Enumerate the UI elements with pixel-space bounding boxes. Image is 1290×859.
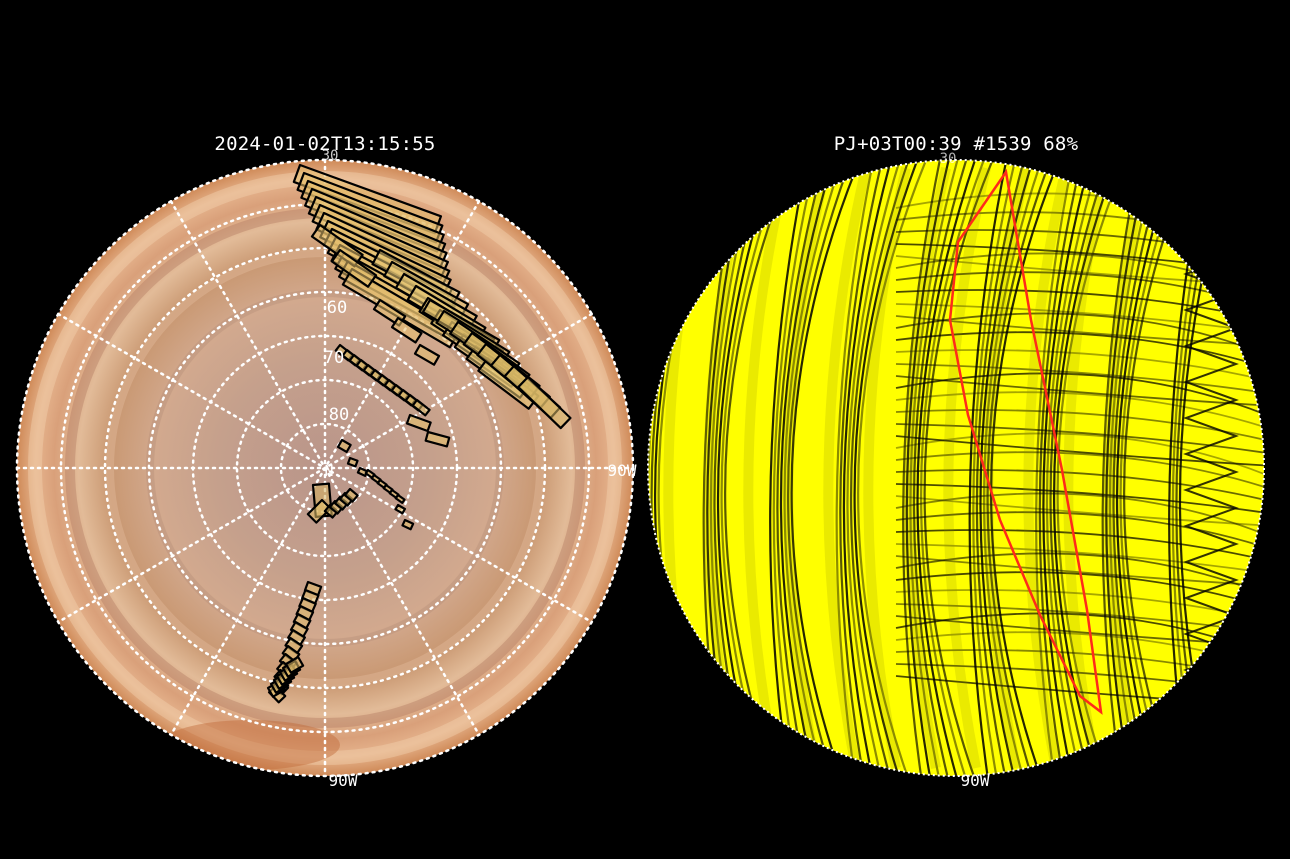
coverage-outline (647, 159, 1265, 777)
lon-label-bottom: 90W (329, 771, 358, 790)
coverage-arc (1101, 160, 1145, 776)
coverage-shade (1063, 166, 1111, 769)
coverage-bottom-label: 90W (961, 771, 990, 790)
coverage-shade (863, 166, 911, 769)
coverage-arc (895, 363, 1264, 395)
coverage-arc (920, 160, 993, 776)
observation-footprints (266, 163, 572, 704)
coverage-arc (895, 492, 1264, 539)
footprint-tile (343, 487, 359, 503)
coverage-shade (823, 166, 871, 769)
coverage-arc (783, 160, 851, 776)
coverage-arc (776, 160, 832, 776)
coverage-shade (743, 166, 791, 769)
pole-label: N (324, 462, 333, 480)
footprint-tile (424, 430, 451, 448)
coverage-arc (895, 435, 1264, 467)
footprint-tile (411, 398, 431, 417)
coverage-arc (895, 349, 1264, 383)
coverage-arc (895, 451, 1264, 491)
coverage-arc (787, 160, 860, 776)
coverage-top-label: 30 (940, 151, 957, 167)
coverage-shade (983, 166, 1031, 769)
coverage-arc (895, 372, 1264, 419)
coverage-arc (835, 160, 879, 776)
coverage-arc (769, 160, 813, 776)
left-panel-title: 2024-01-02T13:15:55 (214, 133, 436, 155)
coverage-arc (849, 160, 917, 776)
coverage-arc (895, 432, 1264, 479)
footprint-tile (346, 456, 359, 468)
coverage-arc (857, 160, 936, 776)
current-footprint-highlight (948, 168, 1103, 715)
coverage-arc (1053, 160, 1126, 776)
right-panel-title: PJ+03T00:39 #1539 68% (833, 133, 1079, 155)
footprint-tile (284, 655, 305, 674)
coverage-arc (895, 511, 1264, 551)
coverage-arc (895, 423, 1264, 455)
lat-label-80: 80 (329, 405, 349, 425)
coverage-arc (895, 331, 1264, 371)
coverage-arc (895, 391, 1264, 431)
coverage-arc (790, 160, 870, 776)
footprint-tile (401, 518, 415, 531)
footprint-tile (336, 438, 352, 454)
coverage-arc (895, 483, 1264, 515)
footprint-tile (394, 503, 407, 515)
coverage-shade (903, 166, 951, 769)
coverage-arc (979, 160, 1041, 776)
footprint-tile (390, 316, 423, 344)
lat-label-60: 60 (327, 298, 347, 318)
footprint-tile (394, 493, 406, 504)
coverage-arc (912, 160, 974, 776)
coverage-arc (895, 495, 1264, 527)
coverage-arc (909, 160, 965, 776)
lat-label-30: 30 (322, 148, 339, 164)
coverage-arc (779, 160, 841, 776)
footprint-tile (306, 498, 332, 524)
coverage-arc (972, 160, 1022, 776)
coverage-arc (986, 160, 1060, 776)
coverage-arc (916, 160, 984, 776)
coverage-shade (943, 166, 991, 769)
coverage-arc (1115, 160, 1183, 776)
coverage-arc (1105, 160, 1155, 776)
coverage-arc (846, 160, 908, 776)
meridian-line (57, 312, 593, 624)
coverage-arc (895, 571, 1264, 611)
coverage-arc (1108, 160, 1164, 776)
lon-label-right: 90W (608, 461, 637, 480)
footprint-tile (330, 248, 378, 288)
footprint-tile (413, 343, 441, 366)
coverage-arc (895, 543, 1264, 575)
coverage-arc (842, 160, 898, 776)
coverage-arc (975, 160, 1031, 776)
coverage-arc (853, 160, 927, 776)
coverage-arc (772, 160, 822, 776)
coverage-shade (1023, 166, 1071, 769)
lat-label-70: 70 (324, 348, 344, 368)
coverage-arc (895, 469, 1264, 503)
footprint-tile (517, 375, 572, 430)
coverage-arc (1112, 160, 1174, 776)
coverage-arc (895, 529, 1264, 563)
coverage-arc (990, 160, 1069, 776)
coverage-arc (923, 160, 1003, 776)
coverage-arc (1056, 160, 1136, 776)
coverage-shade (1103, 166, 1151, 769)
coverage-shade (783, 166, 831, 769)
coverage-arc (905, 160, 955, 776)
coverage-arc (902, 160, 946, 776)
coverage-arc (895, 552, 1264, 599)
coverage-arc (839, 160, 889, 776)
coverage-arc (968, 160, 1012, 776)
